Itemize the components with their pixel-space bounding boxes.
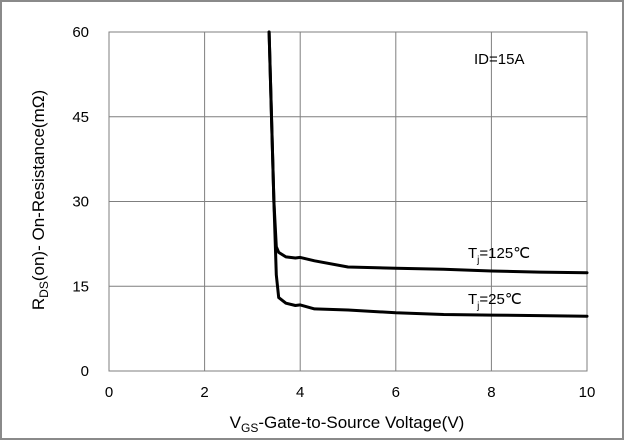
- plot-area-border: [108, 31, 588, 372]
- series-line-25c: [267, 30, 589, 318]
- y-tick-label: 45: [72, 109, 89, 126]
- x-tick-label: 0: [105, 384, 113, 401]
- y-tick-label: 60: [72, 24, 89, 41]
- series-layer: [267, 30, 589, 318]
- x-axis-title: VGS-Gate-to-Source Voltage(V): [230, 413, 465, 435]
- x-tick-label: 6: [392, 384, 400, 401]
- series-line-125c: [267, 30, 589, 275]
- x-tick-label: 4: [296, 384, 304, 401]
- y-tick-label: 0: [81, 363, 89, 380]
- grid: [109, 32, 587, 371]
- series-label-25c: Tj=25℃: [468, 291, 522, 312]
- tick-labels: 0 2 4 6 8 10 0 15 30 45 60: [72, 24, 595, 401]
- x-tick-label: 2: [200, 384, 208, 401]
- x-tick-label: 10: [579, 384, 596, 401]
- x-tick-label: 8: [487, 384, 495, 401]
- series-label-125c: Tj=125℃: [468, 245, 530, 266]
- y-tick-label: 15: [72, 278, 89, 295]
- drain-current-annotation: ID=15A: [474, 51, 524, 68]
- y-axis-title: RDS(on)- On-Resistance(mΩ): [29, 90, 51, 310]
- y-tick-label: 30: [72, 194, 89, 211]
